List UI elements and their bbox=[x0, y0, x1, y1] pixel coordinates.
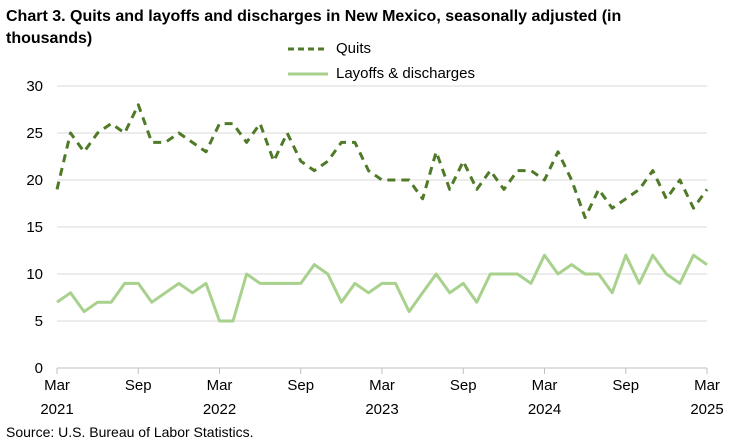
x-tick-label-year: 2024 bbox=[528, 401, 561, 418]
x-tick-label-year: 2021 bbox=[40, 401, 73, 418]
legend-swatch-layoffs bbox=[288, 72, 328, 75]
x-tick-label-month: Mar bbox=[532, 377, 558, 394]
legend-item-quits: Quits bbox=[288, 36, 475, 61]
source-note: Source: U.S. Bureau of Labor Statistics. bbox=[6, 424, 254, 440]
x-tick-label-month: Mar bbox=[694, 377, 720, 394]
x-tick-label-month: Sep bbox=[450, 377, 477, 394]
legend-label-layoffs: Layoffs & discharges bbox=[336, 65, 475, 82]
y-tick-label: 30 bbox=[26, 78, 43, 95]
x-tick-label-month: Mar bbox=[369, 377, 395, 394]
y-tick-label: 10 bbox=[26, 266, 43, 283]
y-tick-label: 20 bbox=[26, 172, 43, 189]
x-tick-label-year: 2025 bbox=[690, 401, 723, 418]
chart-title: Chart 3. Quits and layoffs and discharge… bbox=[6, 8, 622, 47]
x-tick-label-year: 2023 bbox=[365, 401, 398, 418]
legend-label-quits: Quits bbox=[336, 40, 372, 57]
x-tick-label-month: Mar bbox=[44, 377, 70, 394]
x-tick-label-year: 2022 bbox=[203, 401, 236, 418]
legend-swatch-quits bbox=[288, 47, 328, 50]
y-tick-label: 0 bbox=[35, 360, 43, 377]
y-tick-label: 25 bbox=[26, 125, 43, 142]
legend: Quits Layoffs & discharges bbox=[288, 36, 475, 86]
series-line-layoffs bbox=[56, 253, 708, 323]
x-tick-label-month: Sep bbox=[612, 377, 639, 394]
x-tick-label-month: Mar bbox=[207, 377, 233, 394]
x-tick-label-month: Sep bbox=[287, 377, 314, 394]
x-tick-label-month: Sep bbox=[125, 377, 152, 394]
y-tick-label: 5 bbox=[35, 313, 43, 330]
y-tick-label: 15 bbox=[26, 219, 43, 236]
legend-item-layoffs: Layoffs & discharges bbox=[288, 61, 475, 86]
series-line-quits bbox=[55, 103, 709, 220]
